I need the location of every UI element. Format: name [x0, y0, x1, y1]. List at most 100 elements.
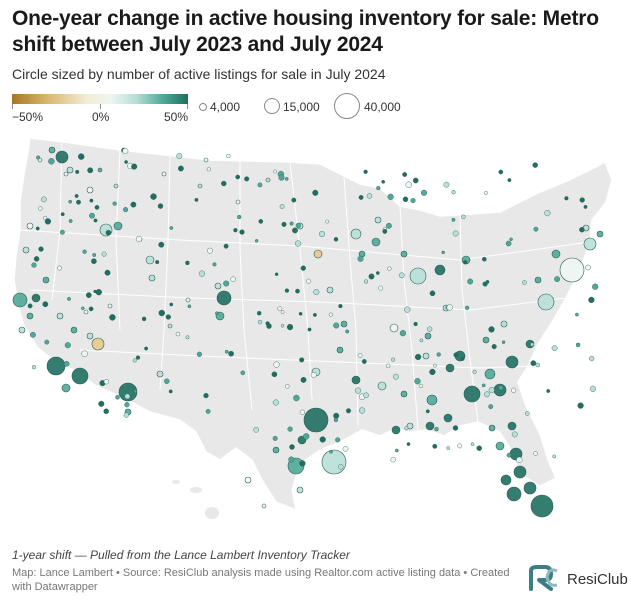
- metro-bubble[interactable]: [42, 276, 50, 284]
- metro-bubble[interactable]: [61, 383, 71, 393]
- metro-bubble[interactable]: [507, 421, 517, 431]
- metro-bubble[interactable]: [425, 421, 435, 431]
- metro-bubble[interactable]: [63, 360, 70, 367]
- metro-bubble[interactable]: [333, 417, 338, 423]
- metro-bubble[interactable]: [254, 239, 259, 243]
- metro-bubble[interactable]: [460, 356, 465, 361]
- metro-bubble[interactable]: [303, 407, 329, 433]
- metro-bubble[interactable]: [68, 219, 73, 223]
- metro-bubble[interactable]: [33, 256, 40, 262]
- metro-bubble[interactable]: [115, 395, 120, 400]
- metro-bubble[interactable]: [265, 321, 270, 326]
- metro-bubble[interactable]: [412, 177, 419, 184]
- metro-bubble[interactable]: [377, 381, 387, 391]
- metro-bubble[interactable]: [465, 305, 470, 310]
- metro-bubble[interactable]: [482, 281, 488, 287]
- metro-bubble[interactable]: [537, 293, 555, 311]
- metro-bubble[interactable]: [398, 272, 405, 279]
- metro-bubble[interactable]: [176, 153, 183, 160]
- metro-bubble[interactable]: [533, 226, 539, 232]
- metro-bubble[interactable]: [300, 376, 307, 383]
- metro-bubble[interactable]: [214, 282, 222, 290]
- metro-bubble[interactable]: [89, 198, 94, 203]
- metro-bubble[interactable]: [169, 302, 174, 307]
- metro-bubble[interactable]: [258, 219, 264, 224]
- metro-bubble[interactable]: [333, 412, 340, 419]
- metro-bubble[interactable]: [501, 340, 506, 344]
- metro-bubble[interactable]: [131, 163, 138, 170]
- metro-bubble[interactable]: [592, 283, 599, 290]
- metro-bubble[interactable]: [155, 260, 160, 265]
- metro-bubble[interactable]: [451, 217, 456, 222]
- metro-bubble[interactable]: [109, 314, 116, 321]
- metro-bubble[interactable]: [429, 290, 436, 297]
- metro-bubble[interactable]: [525, 411, 530, 416]
- metro-bubble[interactable]: [596, 230, 604, 238]
- metro-bubble[interactable]: [98, 400, 105, 407]
- metro-bubble[interactable]: [292, 227, 298, 234]
- metro-bubble[interactable]: [239, 229, 245, 235]
- metro-bubble[interactable]: [530, 494, 554, 518]
- metro-bubble[interactable]: [426, 326, 433, 332]
- metro-bubble[interactable]: [272, 446, 280, 454]
- metro-bubble[interactable]: [228, 350, 234, 357]
- metro-bubble[interactable]: [135, 235, 143, 243]
- metro-bubble[interactable]: [57, 265, 62, 271]
- metro-bubble[interactable]: [406, 422, 414, 430]
- metro-bubble[interactable]: [433, 363, 437, 368]
- metro-bubble[interactable]: [240, 370, 246, 376]
- metro-bubble[interactable]: [289, 444, 295, 450]
- metro-bubble[interactable]: [522, 280, 527, 285]
- metro-bubble[interactable]: [303, 433, 310, 440]
- metro-bubble[interactable]: [483, 191, 488, 195]
- metro-bubble[interactable]: [342, 445, 349, 452]
- metro-bubble[interactable]: [310, 371, 317, 378]
- metro-bubble[interactable]: [104, 269, 111, 276]
- metro-bubble[interactable]: [577, 402, 584, 409]
- metro-bubble[interactable]: [226, 153, 231, 158]
- metro-bubble[interactable]: [164, 378, 170, 384]
- metro-bubble[interactable]: [27, 303, 33, 309]
- metro-bubble[interactable]: [295, 222, 301, 229]
- metro-bubble[interactable]: [237, 214, 242, 220]
- metro-bubble[interactable]: [31, 365, 37, 370]
- metro-bubble[interactable]: [491, 344, 497, 350]
- metro-bubble[interactable]: [235, 174, 240, 180]
- metro-bubble[interactable]: [300, 265, 306, 271]
- metro-bubble[interactable]: [385, 222, 392, 229]
- metro-bubble[interactable]: [483, 391, 490, 398]
- metro-bubble[interactable]: [326, 286, 334, 294]
- metro-bubble[interactable]: [286, 324, 294, 331]
- metro-bubble[interactable]: [436, 352, 441, 357]
- metro-bubble[interactable]: [415, 353, 422, 361]
- metro-bubble[interactable]: [386, 363, 391, 369]
- metro-bubble[interactable]: [18, 326, 26, 334]
- metro-bubble[interactable]: [289, 221, 294, 226]
- metro-bubble[interactable]: [22, 246, 30, 254]
- metro-bubble[interactable]: [551, 345, 558, 352]
- metro-bubble[interactable]: [546, 389, 551, 393]
- metro-bubble[interactable]: [68, 199, 72, 204]
- metro-bubble[interactable]: [148, 274, 156, 282]
- metro-bubble[interactable]: [281, 221, 287, 227]
- metro-bubble[interactable]: [554, 276, 560, 283]
- metro-bubble[interactable]: [391, 357, 396, 362]
- metro-bubble[interactable]: [187, 304, 192, 309]
- metro-bubble[interactable]: [470, 442, 475, 447]
- metro-bubble[interactable]: [294, 240, 302, 247]
- metro-bubble[interactable]: [272, 435, 278, 441]
- metro-bubble[interactable]: [500, 320, 508, 328]
- metro-bubble[interactable]: [530, 360, 537, 366]
- metro-bubble[interactable]: [60, 212, 65, 217]
- metro-bubble[interactable]: [158, 241, 165, 248]
- metro-bubble[interactable]: [55, 150, 69, 164]
- metro-bubble[interactable]: [488, 326, 495, 333]
- metro-bubble[interactable]: [48, 146, 56, 154]
- metro-bubble[interactable]: [589, 355, 595, 362]
- metro-bubble[interactable]: [124, 393, 131, 400]
- metro-bubble[interactable]: [113, 183, 119, 189]
- metro-bubble[interactable]: [588, 296, 595, 304]
- metro-bubble[interactable]: [532, 162, 538, 168]
- metro-bubble[interactable]: [30, 331, 36, 338]
- metro-bubble[interactable]: [509, 237, 513, 242]
